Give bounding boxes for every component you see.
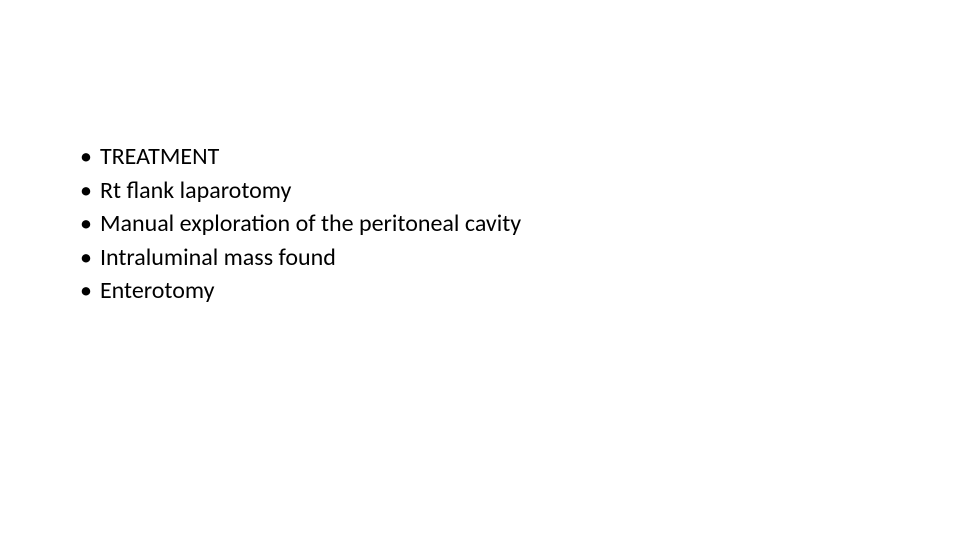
list-item-text: Intraluminal mass found — [100, 241, 336, 275]
bullet-list: • TREATMENT • Rt flank laparotomy • Manu… — [80, 140, 521, 308]
bullet-icon: • — [80, 241, 92, 275]
list-item: • Rt flank laparotomy — [80, 174, 521, 208]
list-item: • Intraluminal mass found — [80, 241, 521, 275]
list-item: • TREATMENT — [80, 140, 521, 174]
list-item-text: TREATMENT — [100, 140, 219, 174]
bullet-icon: • — [80, 274, 92, 308]
bullet-icon: • — [80, 140, 92, 174]
list-item: • Manual exploration of the peritoneal c… — [80, 207, 521, 241]
list-item-text: Manual exploration of the peritoneal cav… — [100, 207, 521, 241]
list-item-text: Rt flank laparotomy — [100, 174, 291, 208]
list-item: • Enterotomy — [80, 274, 521, 308]
list-item-text: Enterotomy — [100, 274, 215, 308]
bullet-icon: • — [80, 207, 92, 241]
bullet-icon: • — [80, 174, 92, 208]
slide-content: • TREATMENT • Rt flank laparotomy • Manu… — [80, 140, 521, 308]
